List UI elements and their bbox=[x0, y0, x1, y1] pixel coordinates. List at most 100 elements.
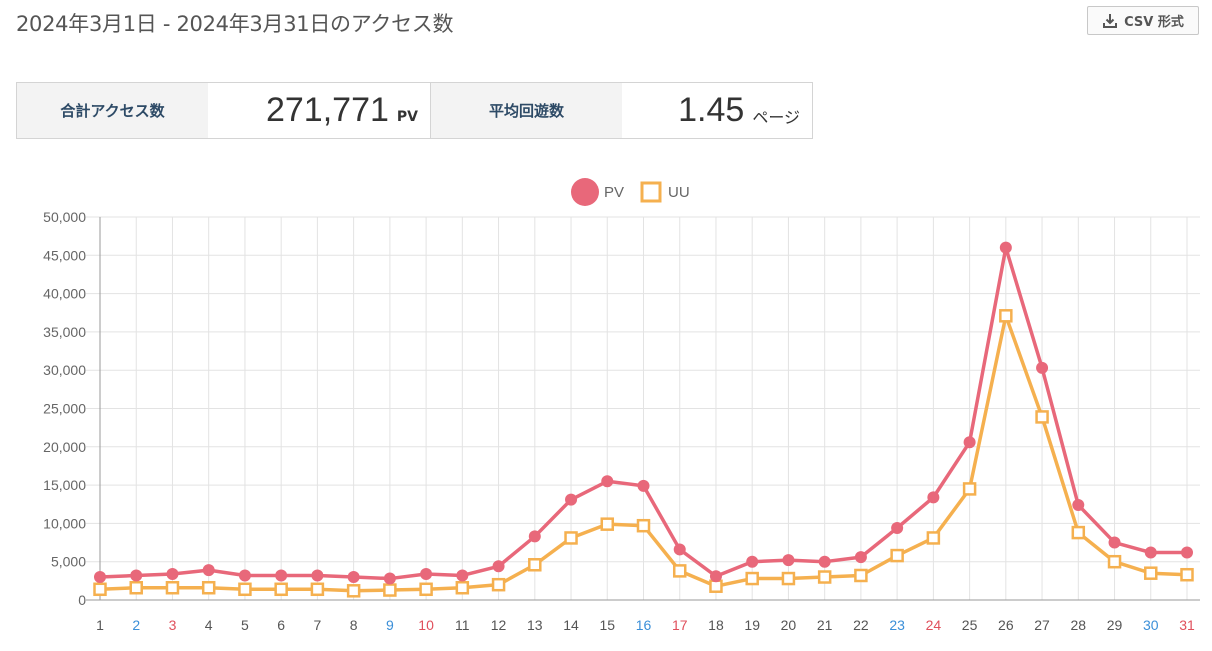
x-tick-label: 9 bbox=[386, 617, 394, 633]
y-tick-label: 30,000 bbox=[43, 362, 86, 378]
uu-point bbox=[383, 583, 397, 597]
x-tick-label: 21 bbox=[817, 617, 833, 633]
pv-point bbox=[456, 569, 469, 582]
uu-point bbox=[564, 531, 578, 545]
pv-point bbox=[347, 571, 360, 584]
y-tick-label: 50,000 bbox=[43, 209, 86, 225]
avg-pages-unit: ページ bbox=[752, 107, 800, 127]
pv-point bbox=[637, 479, 650, 492]
pv-point bbox=[854, 551, 867, 564]
legend-pv-marker bbox=[571, 178, 599, 206]
pv-point bbox=[275, 569, 288, 582]
x-tick-label: 10 bbox=[418, 617, 434, 633]
uu-point bbox=[419, 582, 433, 597]
pv-point bbox=[238, 569, 251, 582]
uu-point bbox=[491, 577, 506, 592]
uu-point bbox=[672, 564, 687, 578]
x-tick-label: 20 bbox=[781, 617, 797, 633]
x-tick-label: 28 bbox=[1071, 617, 1087, 633]
legend-uu-marker bbox=[640, 181, 662, 203]
pv-point bbox=[383, 572, 396, 585]
avg-pages-number: 1.45 bbox=[678, 91, 745, 129]
total-access-unit: PV bbox=[396, 108, 418, 125]
uu-point bbox=[709, 579, 723, 593]
y-tick-label: 15,000 bbox=[43, 477, 86, 493]
avg-pages-label: 平均回遊数 bbox=[431, 83, 622, 138]
uu-point bbox=[129, 580, 143, 595]
pv-point bbox=[565, 493, 578, 506]
uu-point bbox=[1180, 567, 1194, 582]
x-tick-label: 3 bbox=[169, 617, 177, 633]
legend-uu-label: UU bbox=[668, 184, 690, 201]
pv-point bbox=[782, 554, 795, 567]
y-tick-label: 0 bbox=[78, 592, 86, 608]
uu-point bbox=[999, 309, 1013, 323]
uu-point bbox=[600, 517, 615, 531]
page-title: 2024年3月1日 - 2024年3月31日のアクセス数 bbox=[16, 12, 454, 36]
x-tick-label: 1 bbox=[96, 617, 104, 633]
pv-point bbox=[311, 569, 324, 582]
y-tick-label: 35,000 bbox=[43, 324, 86, 340]
uu-point bbox=[926, 531, 941, 545]
pv-point bbox=[891, 521, 904, 534]
pv-point bbox=[709, 570, 722, 583]
uu-point bbox=[238, 582, 252, 597]
x-tick-label: 7 bbox=[314, 617, 322, 633]
x-tick-label: 19 bbox=[744, 617, 760, 633]
x-tick-label: 31 bbox=[1179, 617, 1195, 633]
total-access-number: 271,771 bbox=[265, 91, 389, 129]
pv-point bbox=[1108, 536, 1121, 549]
x-tick-label: 17 bbox=[672, 617, 688, 633]
x-tick-label: 13 bbox=[527, 617, 543, 633]
pv-point bbox=[818, 555, 831, 568]
uu-point bbox=[310, 582, 325, 597]
x-tick-label: 2 bbox=[132, 617, 140, 633]
x-tick-label: 22 bbox=[853, 617, 869, 633]
uu-point bbox=[528, 558, 542, 572]
x-tick-label: 16 bbox=[636, 617, 652, 633]
pv-point bbox=[492, 560, 505, 573]
pv-point bbox=[528, 530, 541, 543]
x-tick-label: 18 bbox=[708, 617, 724, 633]
uu-point bbox=[781, 571, 796, 586]
pv-point bbox=[166, 567, 179, 580]
y-tick-label: 45,000 bbox=[43, 247, 86, 263]
x-tick-label: 29 bbox=[1107, 617, 1123, 633]
uu-point bbox=[1144, 566, 1158, 580]
x-tick-label: 12 bbox=[491, 617, 507, 633]
download-icon bbox=[1103, 13, 1118, 28]
x-tick-label: 5 bbox=[241, 617, 249, 633]
x-tick-label: 14 bbox=[563, 617, 579, 633]
uu-point bbox=[890, 548, 904, 563]
total-access-label: 合計アクセス数 bbox=[17, 83, 208, 138]
uu-point bbox=[1071, 525, 1086, 540]
x-tick-label: 30 bbox=[1143, 617, 1159, 633]
y-tick-label: 20,000 bbox=[43, 439, 86, 455]
uu-point bbox=[1035, 410, 1049, 424]
uu-point bbox=[636, 518, 651, 533]
legend-pv-label: PV bbox=[604, 184, 624, 201]
pv-point bbox=[420, 567, 433, 580]
uu-point bbox=[1107, 554, 1122, 569]
uu-point bbox=[165, 580, 180, 595]
pv-point bbox=[601, 475, 614, 488]
pv-point bbox=[94, 571, 106, 584]
uu-point bbox=[962, 482, 977, 496]
uu-point bbox=[817, 570, 832, 584]
pv-point bbox=[927, 491, 940, 504]
pv-point bbox=[130, 569, 143, 582]
y-tick-label: 5,000 bbox=[51, 554, 86, 570]
pv-point bbox=[1036, 361, 1049, 374]
csv-export-button[interactable]: CSV 形式 bbox=[1087, 6, 1199, 35]
uu-point bbox=[346, 584, 361, 598]
pv-point bbox=[1144, 546, 1157, 559]
x-tick-label: 11 bbox=[455, 617, 470, 633]
y-tick-label: 40,000 bbox=[43, 286, 86, 302]
pv-point bbox=[746, 555, 759, 568]
x-tick-label: 4 bbox=[205, 617, 213, 633]
uu-point bbox=[854, 568, 868, 583]
x-tick-label: 23 bbox=[889, 617, 905, 633]
x-tick-label: 24 bbox=[926, 617, 942, 633]
access-line-chart: 0 5,000 10,000 15,000 20,000 25,000 30,000 35,0… bbox=[43, 178, 1200, 633]
total-access-value: 271,771 PV bbox=[208, 83, 431, 138]
